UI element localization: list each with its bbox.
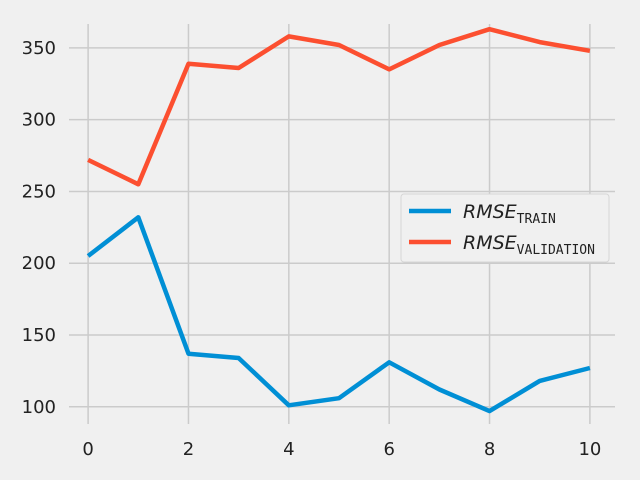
grid xyxy=(69,24,615,424)
x-tick-label: 2 xyxy=(183,439,194,460)
x-tick-label: 6 xyxy=(383,439,394,460)
y-tick-label: 300 xyxy=(22,110,56,131)
y-tick-label: 100 xyxy=(22,397,56,418)
legend-label: RMSETRAIN xyxy=(463,201,556,227)
legend-label-main: RMSE xyxy=(463,201,517,223)
y-tick-label: 350 xyxy=(22,38,56,59)
series-lines xyxy=(86,26,591,414)
y-tick-label: 150 xyxy=(22,325,56,346)
legend-label-subscript: TRAIN xyxy=(517,212,556,227)
legend-box xyxy=(400,193,610,263)
tick-labels: 0 2 4 6 8 10 100 150 200 250 300 350 xyxy=(22,38,602,460)
y-tick-label: 200 xyxy=(22,253,56,274)
legend-label-main: RMSE xyxy=(463,232,517,254)
series-line-train xyxy=(86,215,591,414)
series-line-validation xyxy=(87,26,591,187)
legend-label: RMSEVALIDATION xyxy=(463,232,595,258)
x-tick-label: 4 xyxy=(283,439,294,460)
legend-label-subscript: VALIDATION xyxy=(517,243,595,258)
x-tick-label: 0 xyxy=(82,439,93,460)
x-tick-label: 8 xyxy=(484,439,495,460)
y-tick-label: 250 xyxy=(22,181,56,202)
x-tick-label: 10 xyxy=(578,439,601,460)
